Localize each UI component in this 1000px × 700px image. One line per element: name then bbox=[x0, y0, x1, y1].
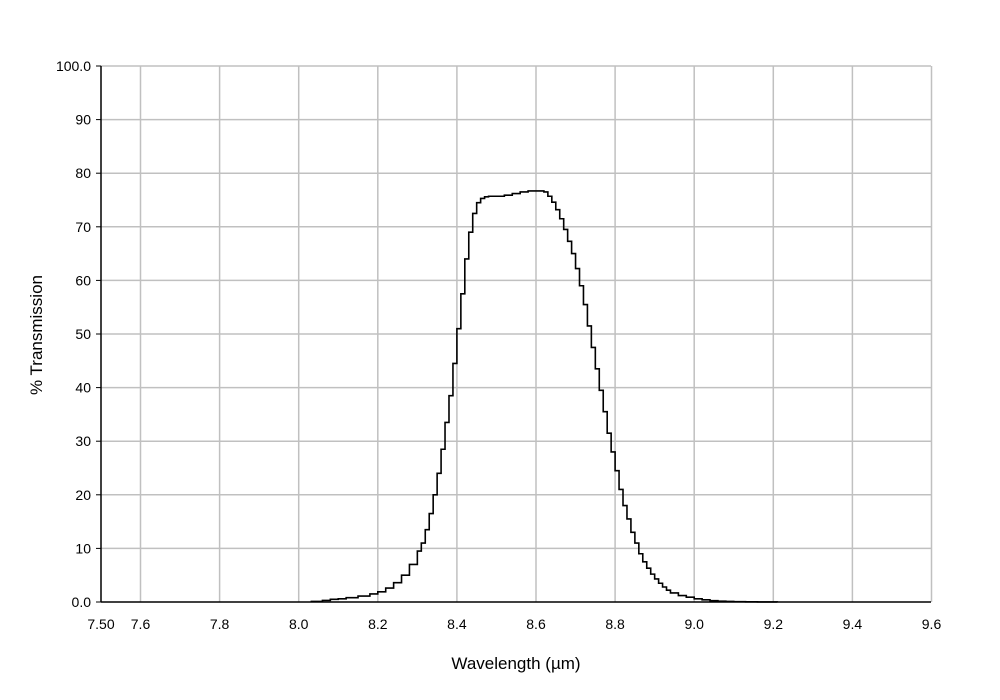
grid bbox=[101, 65, 933, 602]
x-tick-label: 9.6 bbox=[922, 616, 942, 632]
y-tick-label: 60 bbox=[75, 272, 91, 288]
x-axis-ticks: 7.50 7.6 7.8 8.0 8.2 8.4 8.6 8.8 9.0 9.2 9.4 9.6 bbox=[87, 616, 941, 632]
y-tick-label: 0.0 bbox=[72, 594, 92, 610]
y-tick-label: 100.0 bbox=[56, 58, 91, 74]
y-tick-label: 70 bbox=[75, 219, 91, 235]
x-tick-label: 8.8 bbox=[605, 616, 625, 632]
x-tick-label: 8.0 bbox=[289, 616, 309, 632]
y-tick-label: 40 bbox=[75, 380, 91, 396]
x-tick-label: 9.0 bbox=[684, 616, 704, 632]
y-tick-label: 30 bbox=[75, 433, 91, 449]
x-tick-label: 8.4 bbox=[447, 616, 467, 632]
x-tick-label: 7.50 bbox=[87, 616, 114, 632]
y-axis-ticks: 0.0 10 20 30 40 50 60 70 80 90 100.0 bbox=[56, 58, 101, 610]
x-tick-label: 8.2 bbox=[368, 616, 388, 632]
y-tick-label: 50 bbox=[75, 326, 91, 342]
x-tick-label: 9.4 bbox=[843, 616, 863, 632]
y-tick-label: 20 bbox=[75, 487, 91, 503]
y-tick-label: 90 bbox=[75, 112, 91, 128]
y-tick-label: 10 bbox=[75, 540, 91, 556]
x-tick-label: 7.6 bbox=[131, 616, 151, 632]
y-tick-label: 80 bbox=[75, 165, 91, 181]
y-axis-title: % Transmission bbox=[27, 275, 46, 395]
x-axis-title: Wavelength (µm) bbox=[451, 654, 580, 673]
x-tick-label: 7.8 bbox=[210, 616, 230, 632]
x-tick-label: 9.2 bbox=[764, 616, 784, 632]
x-tick-label: 8.6 bbox=[526, 616, 546, 632]
series-line bbox=[310, 190, 779, 603]
